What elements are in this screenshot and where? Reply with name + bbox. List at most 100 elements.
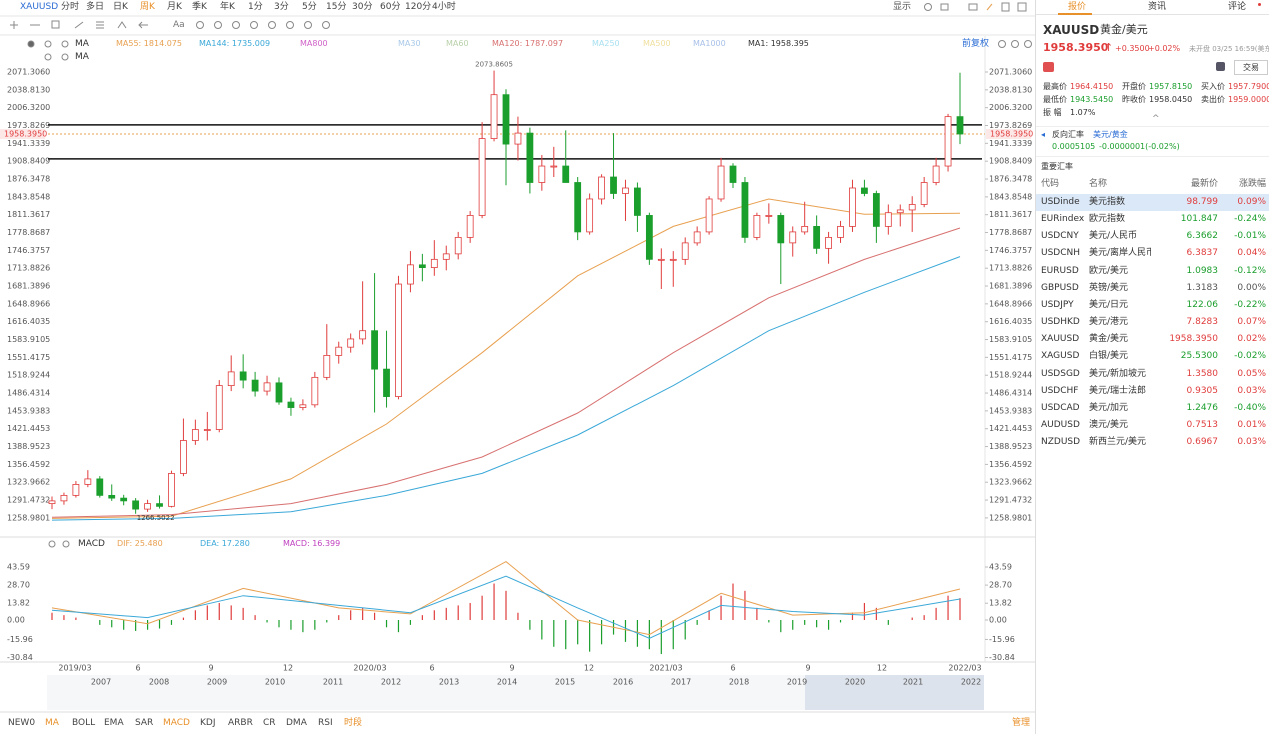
table-row[interactable]: GBPUSD 英镑/美元 1.3183 0.00%	[1036, 280, 1269, 297]
period-tab[interactable]: 年K	[220, 2, 235, 12]
table-cell: 白银/美元	[1089, 351, 1129, 362]
table-row[interactable]: USDCNY 美元/人民币 6.3662 -0.01%	[1036, 228, 1269, 245]
y-tick-label: -15.96	[989, 635, 1015, 644]
table-row[interactable]: USDCHF 美元/瑞士法郎 0.9305 0.03%	[1036, 383, 1269, 400]
symbol-name: 黄金/美元	[1100, 23, 1148, 36]
indicator-tab[interactable]: BOLL	[72, 718, 96, 728]
y-tick-label: 1551.4175	[7, 353, 50, 362]
indicator-tab[interactable]: KDJ	[200, 718, 216, 728]
period-tab[interactable]: 4小时	[432, 2, 456, 12]
text-tool[interactable]: Aa	[173, 20, 185, 30]
candle-body	[908, 204, 916, 211]
table-cell: AUDUSD	[1041, 419, 1080, 430]
table-row[interactable]: NZDUSD 新西兰元/美元 0.6967 0.03%	[1036, 434, 1269, 451]
manage-button[interactable]: 管理	[1012, 718, 1031, 728]
table-cell: 英镑/美元	[1089, 282, 1129, 293]
tab[interactable]: 报价	[1068, 2, 1087, 12]
period-tab[interactable]: 多日	[86, 2, 105, 12]
candle-body	[215, 385, 223, 430]
low-label: 1266.5022	[137, 514, 175, 522]
candle-body	[765, 215, 773, 217]
indicator-tab[interactable]: EMA	[104, 718, 124, 728]
tab[interactable]: 评论	[1228, 2, 1247, 12]
candle-body	[84, 478, 92, 485]
table-row[interactable]: XAUUSD 黄金/美元 1958.3950 0.02%	[1036, 331, 1269, 348]
candle-body	[239, 371, 247, 381]
period-tab[interactable]: 120分	[405, 2, 432, 12]
overview-year: 2008	[149, 678, 169, 687]
divider	[1036, 126, 1269, 127]
table-cell: 黄金/美元	[1089, 334, 1129, 345]
indicator-tab[interactable]: DMA	[286, 718, 307, 728]
candle-body	[717, 165, 725, 200]
table-row[interactable]: USDinde 美元指数 98.799 0.09%	[1036, 194, 1269, 211]
table-row[interactable]: USDHKD 美元/港元 7.8283 0.07%	[1036, 314, 1269, 331]
table-cell: 美元/离岸人民币	[1089, 248, 1151, 259]
period-tab[interactable]: 周K	[140, 2, 155, 12]
symbol[interactable]: XAUUSD	[20, 2, 59, 12]
period-tab[interactable]: 分时	[61, 2, 80, 12]
indicator-tab[interactable]: RSI	[318, 718, 333, 728]
indicator-tab[interactable]: CR	[263, 718, 276, 728]
table-row[interactable]: EURUSD 欧元/美元 1.0983 -0.12%	[1036, 263, 1269, 280]
indicator-tab[interactable]: SAR	[135, 718, 154, 728]
period-tab[interactable]: 季K	[192, 2, 207, 12]
indicator-name[interactable]: MA	[75, 39, 89, 49]
change-pct: +0.02%	[1148, 44, 1181, 53]
period-tab[interactable]: 5分	[302, 2, 317, 12]
table-cell: USDCNY	[1041, 231, 1079, 242]
icon	[1017, 2, 1027, 12]
period-tab[interactable]: 月K	[167, 2, 182, 12]
period-tab[interactable]: 日K	[113, 2, 128, 12]
x-tick-label: 12	[283, 664, 293, 673]
candle-body	[96, 478, 104, 496]
candle-body	[191, 429, 199, 441]
y-tick-label: 1323.9662	[7, 478, 50, 487]
indicator-tab[interactable]: MACD	[163, 718, 190, 728]
macd-value-label: MACD: 16.399	[283, 539, 341, 548]
period-tab[interactable]: 3分	[274, 2, 289, 12]
table-row[interactable]: EURindex 欧元指数 101.847 -0.24%	[1036, 211, 1269, 228]
indicator-name[interactable]: MA	[75, 52, 89, 62]
candle-body	[275, 382, 283, 403]
y-tick-label: 2071.3060	[989, 68, 1032, 77]
icon	[322, 21, 330, 29]
adjust-mode[interactable]: 前复权	[962, 39, 990, 49]
table-cell: 美元指数	[1089, 197, 1126, 207]
candle-body	[669, 258, 677, 261]
table-row[interactable]: XAGUSD 白银/美元 25.5300 -0.02%	[1036, 348, 1269, 365]
candle-body	[72, 484, 80, 496]
favorite-icon[interactable]	[1043, 62, 1054, 72]
period-tab[interactable]: 30分	[352, 2, 373, 12]
trade-button[interactable]: 交易	[1234, 60, 1268, 75]
overview-year: 2011	[323, 678, 343, 687]
y-tick-label: 1551.4175	[989, 353, 1032, 362]
indicator-tab[interactable]: MA	[45, 718, 59, 728]
table-row[interactable]: USDSGD 美元/新加坡元 1.3580 0.05%	[1036, 366, 1269, 383]
icon[interactable]	[1216, 62, 1225, 71]
overview-year: 2015	[555, 678, 575, 687]
table-cell: XAGUSD	[1041, 351, 1080, 362]
macd-label[interactable]: MACD	[78, 539, 105, 549]
period-tab[interactable]: 15分	[326, 2, 347, 12]
y-tick-label: 1258.9801	[989, 513, 1032, 522]
candle-body	[538, 165, 546, 183]
tab[interactable]: 资讯	[1148, 2, 1167, 12]
icon	[214, 21, 222, 29]
table-row[interactable]: AUDUSD 澳元/美元 0.7513 0.01%	[1036, 417, 1269, 434]
indicator-tab[interactable]: 时段	[344, 718, 363, 728]
table-row[interactable]: USDJPY 美元/日元 122.06 -0.22%	[1036, 297, 1269, 314]
indicator-tab[interactable]: ARBR	[228, 718, 253, 728]
table-cell: 0.01%	[1237, 419, 1266, 430]
candle-body	[395, 283, 402, 397]
period-tab[interactable]: 60分	[380, 2, 401, 12]
period-tab[interactable]: 1分	[248, 2, 263, 12]
collapse-icon[interactable]: ^	[1152, 114, 1160, 124]
table-row[interactable]: USDCNH 美元/离岸人民币 6.3837 0.04%	[1036, 245, 1269, 262]
candle-body	[562, 165, 570, 183]
table-row[interactable]: USDCAD 美元/加元 1.2476 -0.40%	[1036, 400, 1269, 417]
candle-body	[132, 500, 140, 510]
camera-icon	[968, 3, 978, 11]
indicator-tab[interactable]: NEW0	[8, 718, 36, 728]
display-menu[interactable]: 显示	[893, 2, 912, 12]
